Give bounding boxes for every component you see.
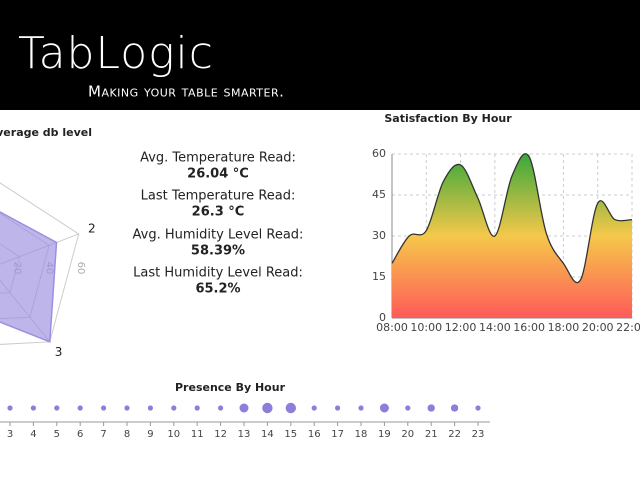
x-tick-label: 5 — [54, 429, 60, 440]
x-tick-label: 10:00 — [410, 321, 442, 334]
bubble — [147, 405, 153, 411]
x-tick-label: 22:00 — [616, 321, 640, 334]
y-tick-label: 60 — [372, 147, 386, 160]
x-tick-label: 12:00 — [445, 321, 477, 334]
x-tick-label: 14:00 — [479, 321, 511, 334]
stat-value: 58.39% — [191, 244, 245, 259]
axis-label: 2 — [88, 221, 96, 235]
stat-label: Last Humidity Level Read: — [133, 266, 303, 281]
bubble — [30, 405, 36, 411]
x-tick-label: 16 — [308, 429, 321, 440]
bubble — [379, 403, 389, 413]
x-tick-label: 9 — [147, 429, 153, 440]
x-tick-label: 4 — [30, 429, 36, 440]
bubble — [77, 405, 83, 411]
x-tick-label: 20 — [401, 429, 414, 440]
y-tick-label: 30 — [372, 229, 386, 242]
bubble — [171, 405, 177, 411]
stat-label: Last Temperature Read: — [141, 189, 296, 204]
x-tick-label: 18:00 — [548, 321, 580, 334]
bubble — [475, 405, 481, 411]
logo: TabLogic — [18, 28, 214, 79]
line — [391, 153, 633, 284]
radar-grid — [0, 182, 80, 345]
bubble — [101, 405, 107, 411]
x-tick-label: 7 — [100, 429, 106, 440]
bubble — [262, 402, 273, 414]
x-tick-label: 14 — [261, 429, 274, 440]
stat-value: 26.04 °C — [187, 167, 249, 182]
x-tick-label: 18 — [355, 429, 368, 440]
stat-value: 65.2% — [195, 282, 240, 297]
x-tick-label: 17 — [331, 429, 344, 440]
x-tick-label: 13 — [238, 429, 251, 440]
tagline: Making your table smarter. — [88, 83, 284, 101]
bubble — [311, 405, 317, 411]
stat-value: 26.3 °C — [192, 205, 245, 220]
radial-tick-label: 60 — [75, 262, 86, 275]
chart-title: Presence By Hour — [175, 381, 286, 394]
stat-label: Avg. Temperature Read: — [140, 151, 296, 166]
x-tick-label: 21 — [425, 429, 438, 440]
radar-area — [0, 211, 58, 343]
x-tick-label: 16:00 — [513, 321, 545, 334]
bubble — [54, 405, 60, 411]
bubble — [124, 405, 130, 411]
bubble — [405, 405, 411, 411]
bubble — [194, 405, 200, 411]
bubble — [427, 404, 435, 412]
x-tick-label: 12 — [214, 429, 227, 440]
x-tick-label: 08:00 — [376, 321, 408, 334]
area-fill — [392, 153, 632, 318]
header-band — [0, 0, 640, 110]
y-tick-label: 0 — [379, 311, 386, 324]
x-tick-label: 11 — [191, 429, 204, 440]
x-tick-label: 22 — [448, 429, 461, 440]
bubble — [358, 405, 364, 411]
bubble — [239, 403, 249, 413]
bubble — [285, 402, 296, 414]
axis-label: 3 — [55, 345, 63, 359]
bubble — [7, 405, 13, 411]
x-tick-label: 20:00 — [582, 321, 614, 334]
bubble — [335, 405, 341, 411]
x-tick-label: 6 — [77, 429, 83, 440]
bubble — [450, 404, 459, 412]
y-tick-label: 15 — [372, 270, 386, 283]
stat-label: Avg. Humidity Level Read: — [133, 228, 304, 243]
x-tick-label: 23 — [472, 429, 485, 440]
x-tick-label: 8 — [124, 429, 130, 440]
y-tick-label: 45 — [372, 188, 386, 201]
x-tick-label: 3 — [7, 429, 13, 440]
chart-title: Satisfaction By Hour — [384, 112, 512, 125]
chart-title: Average db level — [0, 126, 92, 139]
x-tick-label: 10 — [167, 429, 180, 440]
bubble — [218, 405, 224, 411]
x-tick-label: 15 — [284, 429, 297, 440]
x-tick-label: 19 — [378, 429, 391, 440]
